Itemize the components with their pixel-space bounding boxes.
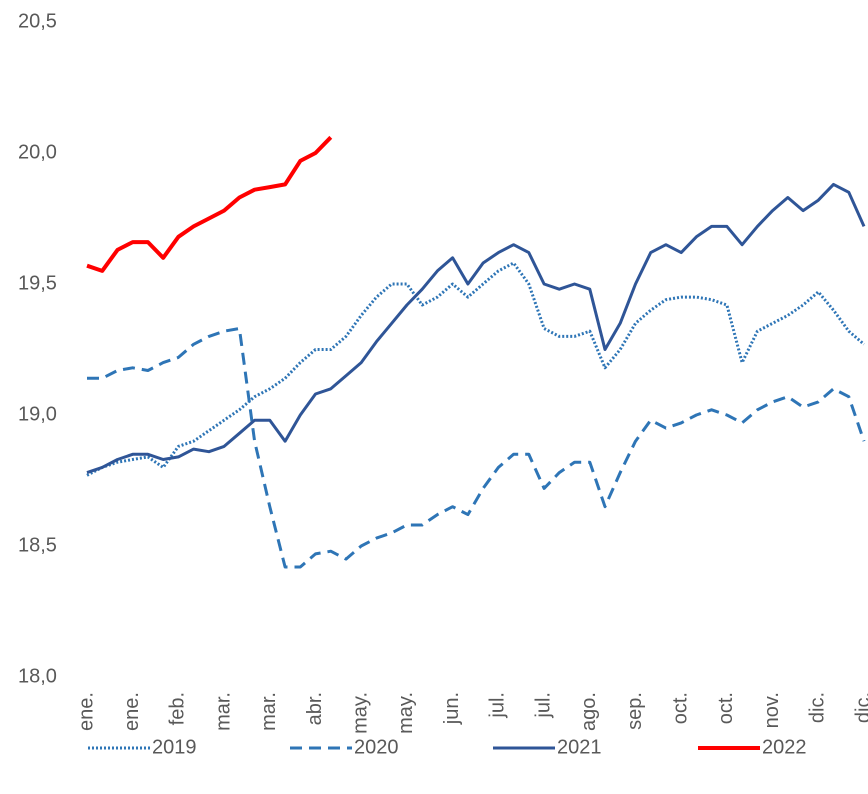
x-tick-label: mar. [212,692,234,731]
x-tick-label: ago. [578,692,600,731]
legend-label: 2020 [354,736,399,758]
x-tick-label: jun. [441,692,463,725]
series-line [86,135,333,273]
legend-label: 2022 [762,736,807,758]
x-tick-label: dic. [852,692,868,723]
x-tick-label: may. [350,692,372,734]
y-tick-label: 20,0 [18,141,57,163]
y-tick-label: 19,0 [18,403,57,425]
series-line [86,261,865,477]
x-tick-label: jul. [487,692,509,719]
x-tick-label: nov. [761,692,783,728]
x-tick-label: oct. [715,692,737,724]
x-tick-label: dic. [807,692,829,723]
y-tick-label: 20,5 [18,10,57,32]
x-tick-label: feb. [167,692,189,725]
x-tick-label: abr. [304,692,326,725]
y-tick-label: 18,5 [18,534,57,556]
legend-label: 2019 [152,736,197,758]
x-tick-label: ene. [121,692,143,731]
series-line [87,327,866,569]
x-tick-label: jul. [532,692,554,719]
y-tick-label: 19,5 [18,272,57,294]
x-tick-label: mar. [258,692,280,731]
series-line [86,182,866,475]
x-tick-label: ene. [75,692,97,731]
x-tick-label: may. [395,692,417,734]
legend-label: 2021 [557,736,602,758]
x-tick-label: oct. [669,692,691,724]
y-tick-label: 18,0 [18,665,57,687]
x-tick-label: sep. [624,692,646,730]
